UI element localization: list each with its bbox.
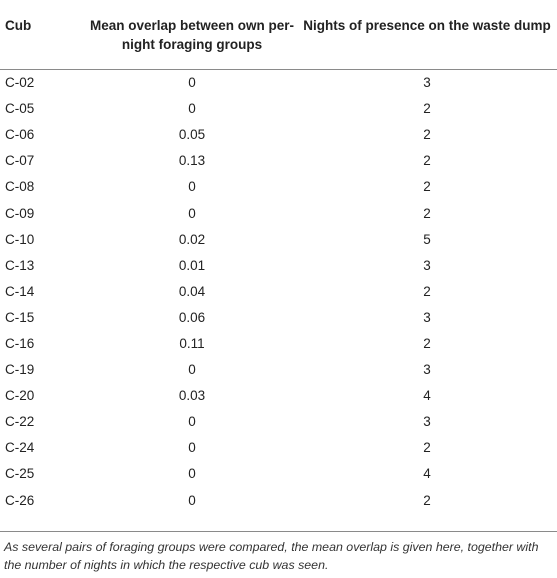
table-header: Cub Mean overlap between own per-night f… bbox=[0, 0, 557, 70]
cell-cub: C-10 bbox=[5, 231, 35, 247]
cell-mean-overlap: 0.04 bbox=[178, 283, 206, 299]
cell-nights-presence: 3 bbox=[423, 257, 431, 273]
cell-nights-presence: 3 bbox=[423, 309, 431, 325]
table-row: C-02 0 3 bbox=[0, 69, 557, 96]
cell-mean-overlap: 0.06 bbox=[178, 309, 206, 325]
cell-mean-overlap: 0.11 bbox=[179, 335, 205, 351]
cell-cub: C-05 bbox=[5, 101, 35, 117]
cell-mean-overlap: 0.13 bbox=[178, 153, 206, 169]
header-cub: Cub bbox=[0, 0, 87, 70]
cell-nights-presence: 2 bbox=[423, 492, 431, 508]
cell-nights-presence: 4 bbox=[423, 388, 431, 404]
cell-nights-presence: 3 bbox=[423, 75, 431, 91]
table-row: C-24 0 2 bbox=[0, 435, 557, 461]
table-row: C-05 0 2 bbox=[0, 96, 557, 122]
data-table: Cub Mean overlap between own per-night f… bbox=[0, 0, 557, 513]
table-row: C-26 0 2 bbox=[0, 487, 557, 513]
cell-cub: C-06 bbox=[5, 127, 35, 143]
header-nights-presence: Nights of presence on the waste dump bbox=[297, 0, 557, 70]
table-row: C-15 0.06 3 bbox=[0, 304, 557, 330]
table-row: C-06 0.05 2 bbox=[0, 122, 557, 148]
cell-mean-overlap: 0 bbox=[188, 75, 196, 91]
cell-mean-overlap: 0 bbox=[188, 414, 196, 430]
cell-nights-presence: 2 bbox=[423, 283, 431, 299]
cell-cub: C-26 bbox=[5, 492, 35, 508]
cell-cub: C-08 bbox=[5, 179, 35, 195]
cell-mean-overlap: 0.02 bbox=[178, 231, 206, 247]
cell-nights-presence: 2 bbox=[423, 127, 431, 143]
cell-cub: C-24 bbox=[5, 440, 35, 456]
cell-nights-presence: 2 bbox=[423, 101, 431, 117]
cell-nights-presence: 3 bbox=[423, 414, 431, 430]
cell-nights-presence: 2 bbox=[423, 440, 431, 456]
table-row: C-13 0.01 3 bbox=[0, 252, 557, 278]
table-body: C-02 0 3 C-05 0 2 C-06 0.05 2 C-07 0.13 2 C-08 0 2 C-09… bbox=[0, 69, 557, 513]
cell-mean-overlap: 0 bbox=[188, 101, 196, 117]
table-row: C-19 0 3 bbox=[0, 357, 557, 383]
cell-mean-overlap: 0 bbox=[188, 466, 196, 482]
cell-mean-overlap: 0 bbox=[188, 362, 196, 378]
cell-cub: C-16 bbox=[5, 335, 35, 351]
header-row: Cub Mean overlap between own per-night f… bbox=[0, 0, 557, 70]
cell-mean-overlap: 0.03 bbox=[178, 388, 206, 404]
table-row: C-14 0.04 2 bbox=[0, 278, 557, 304]
cell-nights-presence: 2 bbox=[423, 205, 431, 221]
cell-mean-overlap: 0 bbox=[188, 179, 196, 195]
table-row: C-09 0 2 bbox=[0, 200, 557, 226]
cell-cub: C-25 bbox=[5, 466, 35, 482]
cell-cub: C-19 bbox=[5, 362, 35, 378]
cell-cub: C-14 bbox=[5, 283, 35, 299]
cell-cub: C-09 bbox=[5, 205, 35, 221]
table-footnote: As several pairs of foraging groups were… bbox=[4, 540, 539, 572]
cell-nights-presence: 3 bbox=[423, 362, 431, 378]
cell-mean-overlap: 0 bbox=[188, 492, 196, 508]
cell-mean-overlap: 0 bbox=[188, 440, 196, 456]
cell-cub: C-22 bbox=[5, 414, 35, 430]
header-mean-overlap: Mean overlap between own per-night forag… bbox=[87, 0, 297, 70]
table-row: C-07 0.13 2 bbox=[0, 148, 557, 174]
cell-cub: C-13 bbox=[5, 257, 35, 273]
cell-cub: C-20 bbox=[5, 388, 35, 404]
cell-cub: C-15 bbox=[5, 309, 35, 325]
table-row: C-16 0.11 2 bbox=[0, 330, 557, 356]
cell-nights-presence: 2 bbox=[423, 335, 431, 351]
cell-nights-presence: 2 bbox=[423, 179, 431, 195]
cell-cub: C-02 bbox=[5, 75, 35, 91]
cell-nights-presence: 2 bbox=[423, 153, 431, 169]
cell-mean-overlap: 0.01 bbox=[178, 257, 206, 273]
table-row: C-08 0 2 bbox=[0, 174, 557, 200]
cell-nights-presence: 5 bbox=[423, 231, 431, 247]
table-row: C-22 0 3 bbox=[0, 409, 557, 435]
cell-cub: C-07 bbox=[5, 153, 35, 169]
table-row: C-20 0.03 4 bbox=[0, 383, 557, 409]
cell-nights-presence: 4 bbox=[423, 466, 431, 482]
cell-mean-overlap: 0 bbox=[188, 205, 196, 221]
table-row: C-10 0.02 5 bbox=[0, 226, 557, 252]
table-row: C-25 0 4 bbox=[0, 461, 557, 487]
table-bottom-rule bbox=[0, 531, 557, 532]
cell-mean-overlap: 0.05 bbox=[178, 127, 206, 143]
